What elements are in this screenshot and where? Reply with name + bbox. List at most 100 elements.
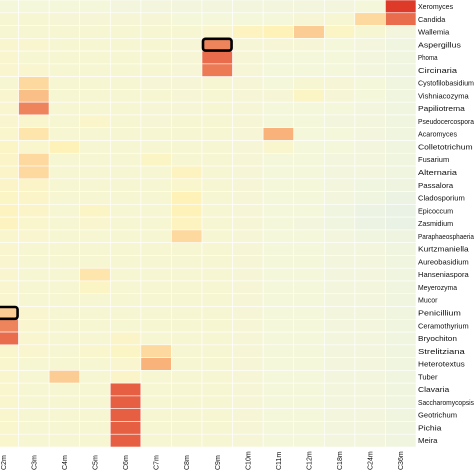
heatmap-cell bbox=[293, 178, 325, 192]
heatmap-cell bbox=[109, 421, 142, 435]
heatmap-cell bbox=[140, 421, 172, 435]
heatmap-cell bbox=[293, 101, 325, 116]
heatmap-cell bbox=[109, 140, 142, 154]
heatmap-cell bbox=[354, 0, 386, 14]
heatmap-cell bbox=[232, 152, 264, 167]
heatmap-cell bbox=[201, 76, 233, 90]
heatmap-cell bbox=[48, 255, 81, 269]
heatmap-cell bbox=[201, 204, 233, 218]
heatmap-cell bbox=[293, 395, 325, 409]
heatmap-cell bbox=[323, 63, 356, 77]
heatmap-cell bbox=[354, 306, 386, 320]
heatmap-cell bbox=[293, 89, 325, 103]
heatmap-cell bbox=[323, 50, 356, 65]
heatmap-cell bbox=[18, 101, 50, 116]
heatmap-cell bbox=[171, 242, 203, 256]
heatmap-cell bbox=[0, 165, 19, 180]
heatmap-cell bbox=[79, 229, 111, 243]
heatmap-cell bbox=[48, 178, 81, 192]
heatmap-cell bbox=[109, 114, 142, 129]
row-label: Vishniacozyma bbox=[418, 91, 470, 100]
heatmap-cell bbox=[79, 152, 111, 167]
heatmap-cell bbox=[262, 344, 295, 358]
heatmap-cell bbox=[385, 12, 417, 26]
heatmap-cell bbox=[262, 267, 295, 282]
heatmap-cell bbox=[18, 204, 50, 218]
heatmap-cell bbox=[140, 127, 172, 141]
heatmap-cell bbox=[140, 101, 172, 116]
heatmap-cell bbox=[109, 242, 142, 256]
heatmap-cell bbox=[385, 267, 417, 282]
heatmap-cell bbox=[293, 165, 325, 180]
heatmap-cell bbox=[18, 408, 50, 422]
heatmap-cell bbox=[293, 433, 325, 448]
heatmap-cell bbox=[79, 395, 111, 409]
heatmap-cell bbox=[385, 114, 417, 129]
heatmap-cell bbox=[262, 280, 295, 295]
heatmap-cell bbox=[293, 127, 325, 141]
heatmap-cell bbox=[140, 114, 172, 129]
heatmap-cell bbox=[140, 25, 172, 39]
heatmap-cell bbox=[0, 216, 19, 231]
heatmap-cell bbox=[48, 433, 81, 448]
heatmap-cell bbox=[109, 382, 142, 397]
heatmap-cell bbox=[262, 229, 295, 243]
heatmap-cell bbox=[79, 318, 111, 333]
heatmap-cell bbox=[323, 152, 356, 167]
heatmap-cell bbox=[79, 357, 111, 371]
heatmap-cell bbox=[140, 152, 172, 167]
heatmap-cell bbox=[18, 280, 50, 295]
heatmap-cell bbox=[140, 50, 172, 65]
heatmap-cell bbox=[232, 114, 264, 129]
heatmap-cell bbox=[354, 152, 386, 167]
heatmap-cell bbox=[171, 140, 203, 154]
row-label: Paraphaeosphaeria bbox=[418, 232, 474, 241]
heatmap-cell bbox=[323, 331, 356, 346]
heatmap-cell bbox=[385, 370, 417, 384]
heatmap-cell bbox=[262, 293, 295, 307]
heatmap-cell bbox=[171, 25, 203, 39]
heatmap-cell bbox=[109, 12, 142, 26]
heatmap-cell bbox=[171, 63, 203, 77]
heatmap-cell bbox=[18, 370, 50, 384]
heatmap-cell bbox=[201, 229, 233, 243]
heatmap-cell bbox=[18, 421, 50, 435]
heatmap-cell bbox=[201, 331, 233, 346]
heatmap-cell bbox=[354, 267, 386, 282]
row-label: Alternaria bbox=[418, 168, 458, 177]
row-label: Kurtzmaniella bbox=[418, 245, 470, 254]
heatmap-cell bbox=[232, 306, 264, 320]
heatmap-cell bbox=[385, 152, 417, 167]
heatmap-cell bbox=[293, 370, 325, 384]
heatmap-cell bbox=[354, 293, 386, 307]
row-label: Saccharomycopsis bbox=[418, 398, 474, 407]
heatmap-cell bbox=[79, 433, 111, 448]
column-label: C4m bbox=[62, 455, 69, 470]
heatmap-cell bbox=[0, 25, 19, 39]
heatmap-cell bbox=[262, 421, 295, 435]
heatmap-cell bbox=[293, 114, 325, 129]
heatmap-cell bbox=[293, 421, 325, 435]
heatmap-cell bbox=[293, 152, 325, 167]
heatmap-cell bbox=[201, 38, 233, 52]
heatmap-cell bbox=[262, 357, 295, 371]
heatmap-cell bbox=[385, 318, 417, 333]
heatmap-cell bbox=[140, 331, 172, 346]
row-label: Clavaria bbox=[418, 385, 450, 394]
heatmap-cell bbox=[354, 204, 386, 218]
heatmap-cell bbox=[140, 306, 172, 320]
heatmap-cell bbox=[48, 293, 81, 307]
heatmap-cell bbox=[140, 191, 172, 205]
heatmap-cell bbox=[262, 101, 295, 116]
heatmap-cell bbox=[48, 421, 81, 435]
heatmap-cell bbox=[171, 152, 203, 167]
heatmap-cell bbox=[262, 76, 295, 90]
heatmap-cell bbox=[79, 331, 111, 346]
heatmap-cell bbox=[232, 63, 264, 77]
heatmap-cell bbox=[48, 242, 81, 256]
heatmap-cell bbox=[109, 331, 142, 346]
heatmap-cell bbox=[79, 255, 111, 269]
heatmap-cell bbox=[293, 50, 325, 65]
heatmap-cell bbox=[293, 12, 325, 26]
heatmap-cell bbox=[140, 178, 172, 192]
